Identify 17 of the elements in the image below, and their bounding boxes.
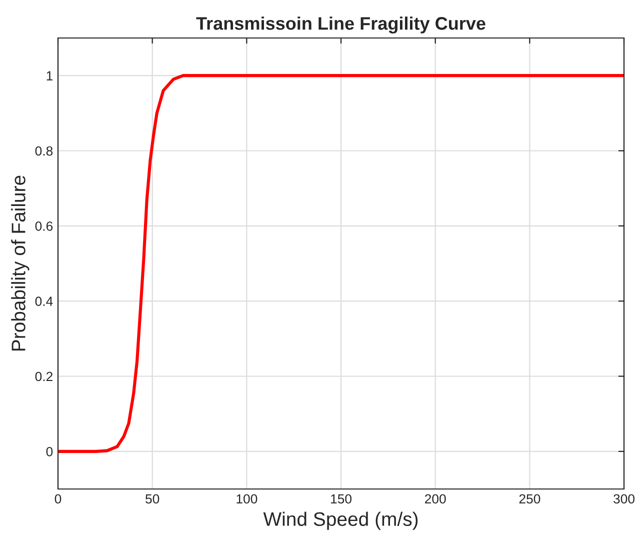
y-tick-label: 0.4 <box>35 296 53 306</box>
y-tick-label: 1 <box>46 71 52 80</box>
y-tick-label: 0 <box>46 446 53 456</box>
x-tick-label: 250 <box>519 494 540 504</box>
x-tick-label: 150 <box>331 494 352 504</box>
y-tick-label: 0.2 <box>35 372 52 382</box>
x-tick-label: 50 <box>146 494 160 504</box>
x-tick-label: 200 <box>424 494 446 504</box>
x-tick-label: 300 <box>613 494 634 504</box>
y-axis-title: Probability of Failure <box>11 176 30 351</box>
y-tick-label: 0.6 <box>35 221 53 231</box>
y-tick-label: 0.8 <box>35 146 53 156</box>
x-axis-title: Wind Speed (m/s) <box>263 512 418 530</box>
chart-title: Transmissoin Line Fragility Curve <box>196 16 486 34</box>
x-tick-label: 100 <box>236 494 258 504</box>
line-series <box>58 74 624 453</box>
x-tick-label: 0 <box>54 494 62 504</box>
